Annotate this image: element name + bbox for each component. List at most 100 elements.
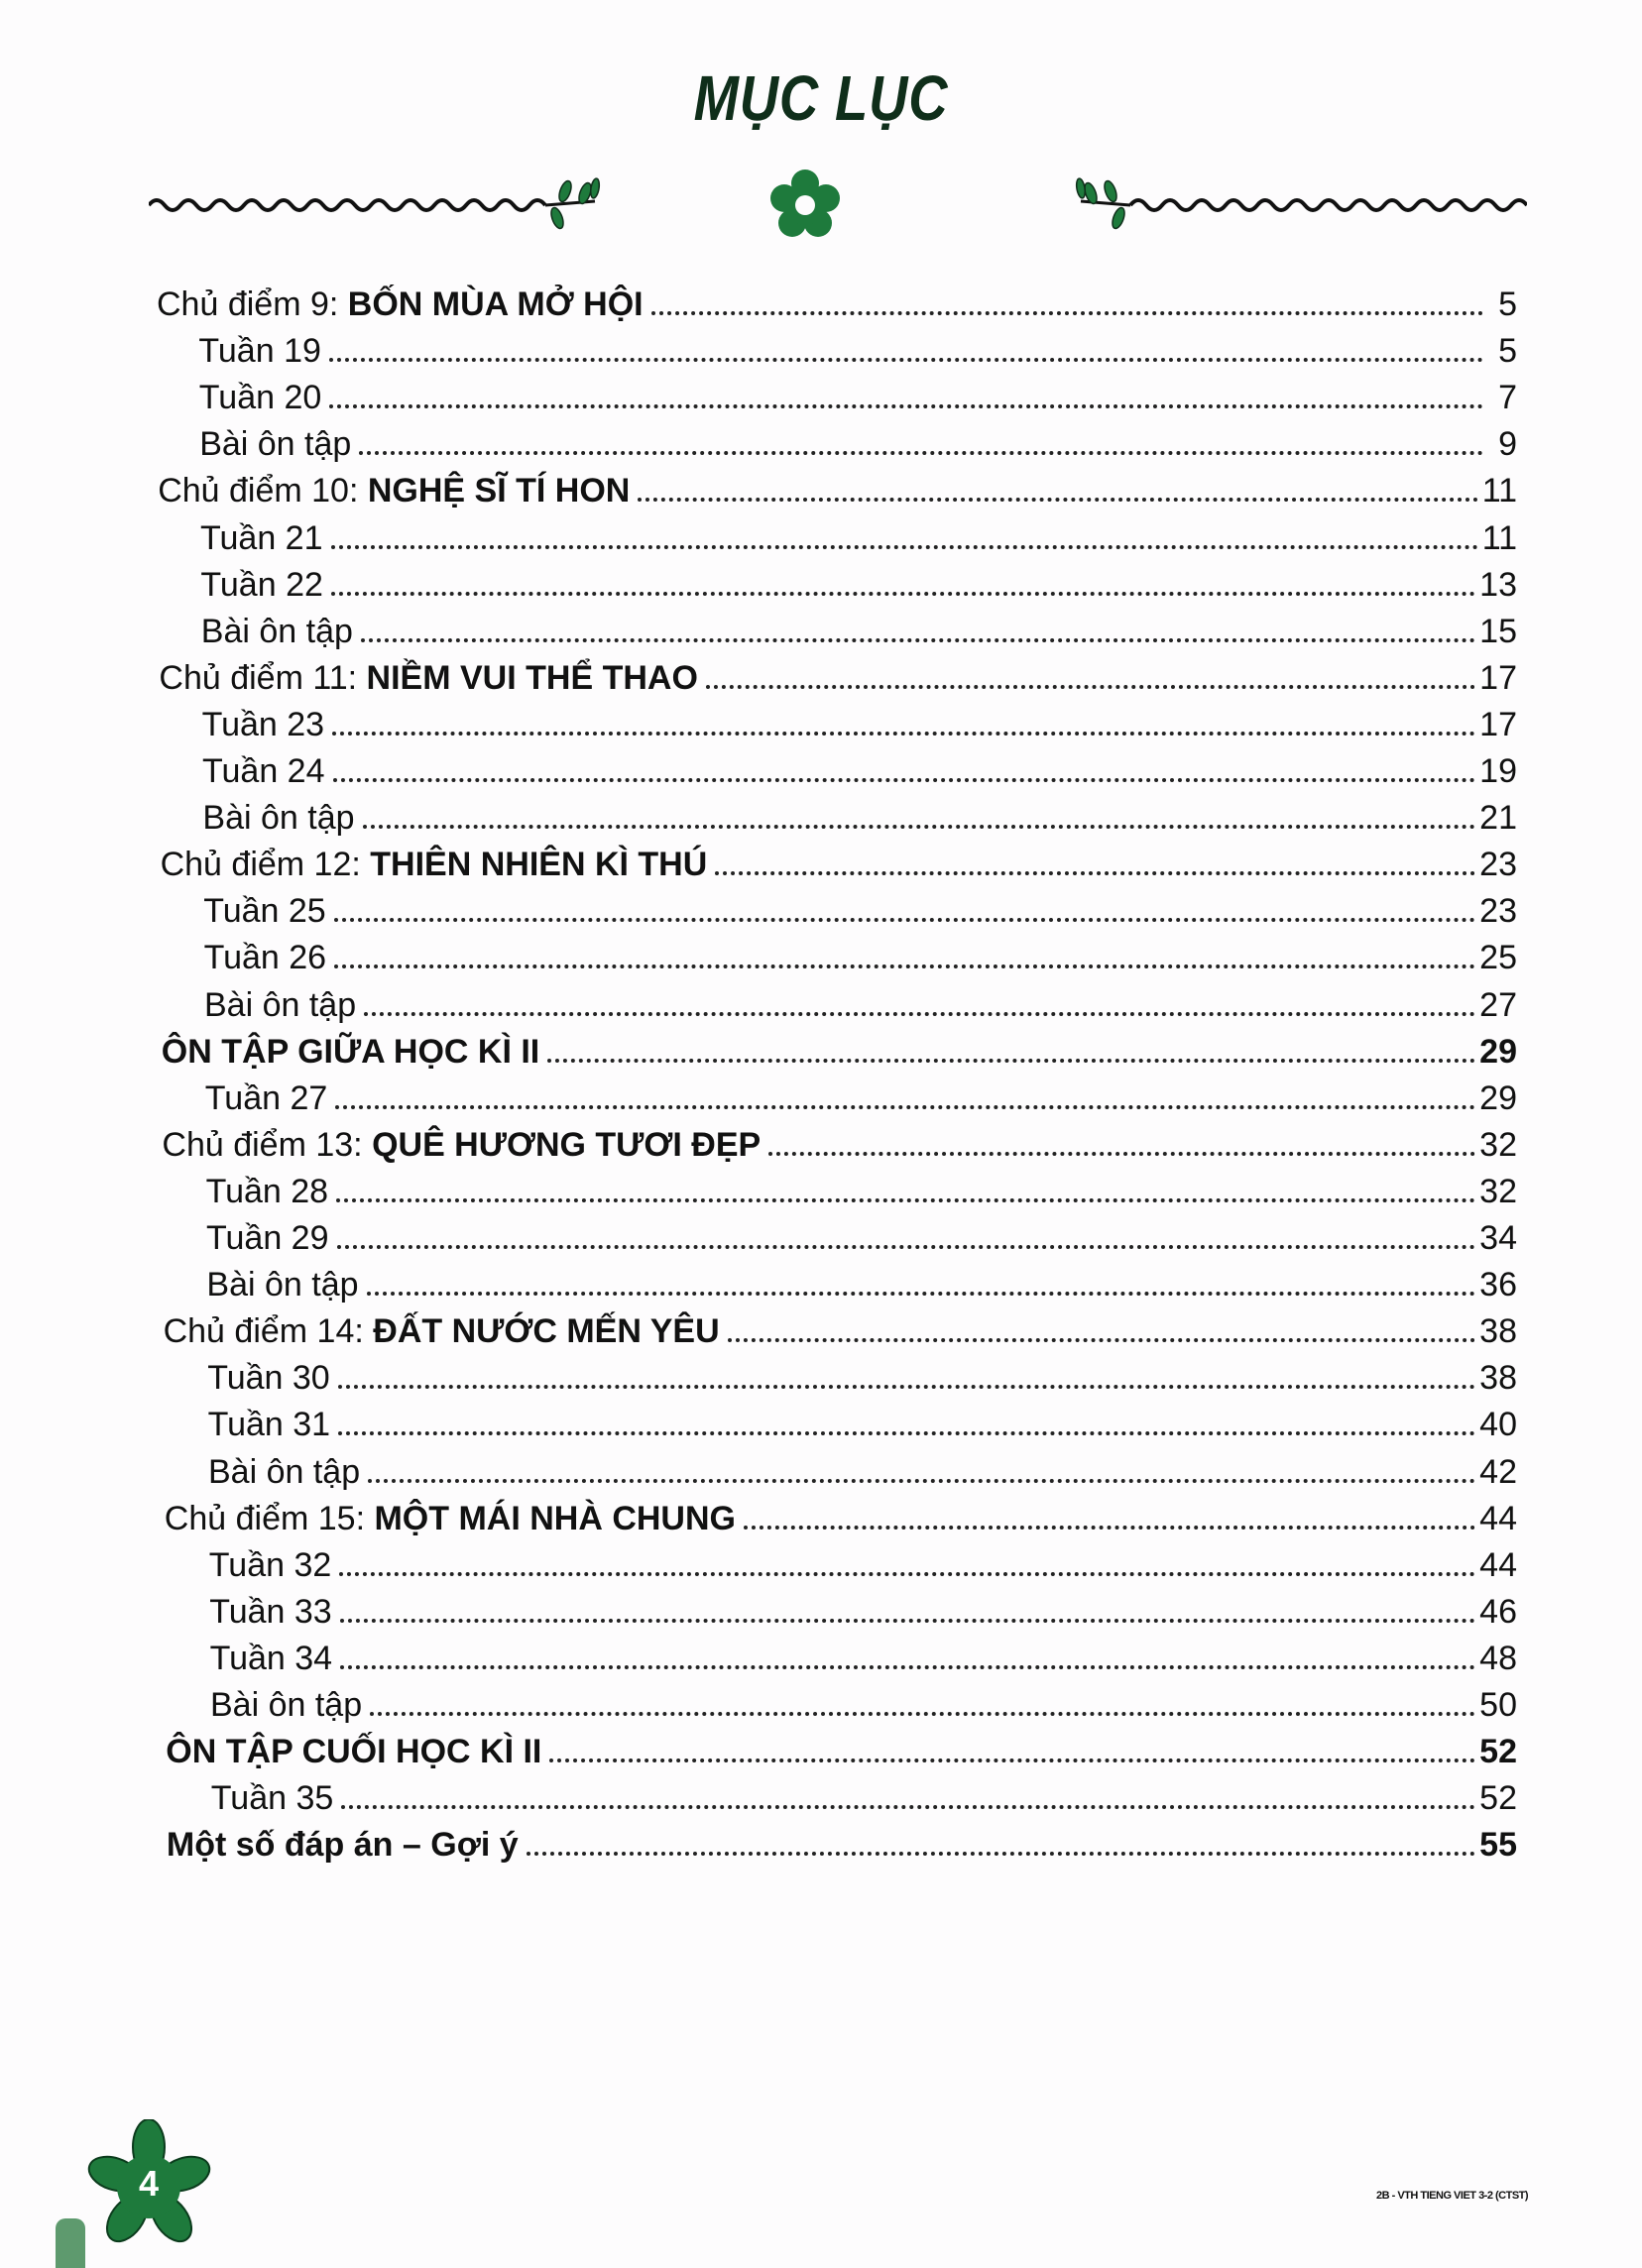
toc-entry[interactable]: Chủ điểm 14: ĐẤT NƯỚC MẾN YÊU 38 [164,1312,1517,1359]
toc-page-number: 40 [1479,1406,1517,1444]
toc-topic-name: BỐN MÙA MỞ HỘI [347,285,644,323]
toc-entry-prefix: Tuần 27 [204,1078,328,1117]
toc-entry[interactable]: Tuần 33 46 [209,1593,1517,1640]
toc-entry[interactable]: Chủ điểm 11: NIỀM VUI THỂ THAO 17 [159,659,1517,706]
toc-page-number: 52 [1479,1779,1517,1818]
toc-entry[interactable]: Tuần 24 19 [202,752,1517,799]
toc-page-number: 17 [1479,658,1517,697]
toc-entry[interactable]: Chủ điểm 10: NGHỆ SĨ TÍ HON 11 [158,472,1517,518]
toc-entry[interactable]: Bài ôn tập 27 [204,986,1517,1033]
toc-page-number: 7 [1498,379,1517,417]
dot-leader [768,1151,1476,1156]
toc-page-number: 38 [1479,1312,1517,1351]
toc-entry[interactable]: Tuần 26 25 [204,939,1517,985]
toc-entry[interactable]: Tuần 22 13 [200,566,1517,613]
toc-entry-prefix: Chủ điểm 9: [157,285,348,323]
toc-page-number: 32 [1479,1125,1517,1164]
toc-entry-label: Tuần 34 [210,1640,341,1678]
toc-entry[interactable]: Chủ điểm 9: BỐN MÙA MỞ HỘI 5 [157,285,1517,332]
dot-leader [526,1852,1476,1857]
toc-page-number: 21 [1479,799,1517,838]
toc-entry-prefix: Chủ điểm 15: [164,1499,375,1537]
toc-entry-label: Bài ôn tập [202,799,362,838]
toc-entry-prefix: Bài ôn tập [206,1266,359,1304]
flower-icon [770,170,840,237]
toc-entry-prefix: Bài ôn tập [210,1686,363,1724]
dot-leader [337,1385,1476,1390]
toc-entry[interactable]: Tuần 30 38 [207,1359,1517,1406]
dot-leader [336,1245,1476,1249]
toc-entry[interactable]: Chủ điểm 12: THIÊN NHIÊN KÌ THÚ 23 [161,846,1517,892]
toc-entry-prefix: ÔN TẬP CUỐI HỌC KÌ II [166,1733,542,1771]
toc-entry-prefix: Tuần 21 [200,518,323,557]
toc-entry[interactable]: Bài ôn tập 21 [202,799,1517,846]
toc-entry[interactable]: Tuần 23 17 [202,706,1517,752]
toc-entry[interactable]: Chủ điểm 15: MỘT MÁI NHÀ CHUNG 44 [165,1500,1517,1546]
toc-page-number: 44 [1479,1499,1517,1537]
toc-page-number: 25 [1479,939,1517,977]
toc-entry-prefix: ÔN TẬP GIỮA HỌC KÌ II [161,1032,540,1071]
toc-entry-prefix: Tuần 32 [208,1545,332,1584]
toc-entry[interactable]: Chủ điểm 13: QUÊ HƯƠNG TƯƠI ĐẸP 32 [162,1126,1517,1173]
toc-entry-label: ÔN TẬP GIỮA HỌC KÌ II [162,1033,547,1072]
toc-entry-label: Chủ điểm 12: THIÊN NHIÊN KÌ THÚ [161,846,716,884]
toc-entry[interactable]: Bài ôn tập 36 [206,1266,1517,1312]
toc-entry-prefix: Tuần 30 [207,1359,330,1398]
toc-entry-prefix: Bài ôn tập [200,612,353,650]
dot-leader [364,1011,1476,1016]
dot-leader [715,871,1476,876]
toc-page-number: 32 [1479,1172,1517,1210]
toc-entry[interactable]: Bài ôn tập 9 [199,425,1517,472]
toc-entry[interactable]: Bài ôn tập 42 [208,1453,1517,1500]
toc-entry[interactable]: Tuần 32 44 [209,1546,1517,1593]
dot-leader [360,637,1476,642]
toc-entry[interactable]: Tuần 19 5 [198,332,1517,379]
leaf-icon [1075,177,1131,230]
footer-text: 2B - VTH TIENG VIET 3-2 (CTST) [1376,2190,1529,2202]
toc-entry-prefix: Bài ôn tập [204,985,357,1024]
page-number: 4 [138,2163,160,2204]
toc-page-number: 23 [1479,892,1517,931]
toc-entry[interactable]: Tuần 28 32 [206,1173,1517,1219]
toc-entry-prefix: Chủ điểm 11: [159,658,367,697]
toc-page-number: 11 [1481,472,1517,510]
dot-leader [650,311,1483,315]
toc-page-number: 23 [1479,846,1517,884]
dot-leader [336,1197,1476,1202]
toc-entry[interactable]: Một số đáp án – Gợi ý 55 [167,1826,1517,1872]
toc-page-number: 55 [1479,1826,1517,1865]
dot-leader [335,1104,1476,1109]
toc-entry[interactable]: Tuần 35 52 [211,1779,1517,1826]
toc-entry-label: Tuần 29 [206,1219,337,1258]
dot-leader [705,684,1476,689]
dot-leader [359,451,1483,456]
dot-leader [727,1338,1476,1343]
toc-entry[interactable]: Tuần 20 7 [199,379,1517,425]
toc-entry-label: Tuần 19 [198,332,329,371]
toc-entry-label: Tuần 26 [204,939,335,977]
toc-topic-name: NIỀM VUI THỂ THAO [366,658,698,697]
toc-entry[interactable]: Tuần 29 34 [206,1219,1517,1266]
toc-entry[interactable]: Bài ôn tập 50 [210,1686,1517,1733]
toc-page-number: 17 [1479,705,1517,743]
toc-entry[interactable]: Tuần 21 11 [200,519,1517,566]
toc-entry[interactable]: Tuần 34 48 [210,1640,1517,1686]
toc-entry[interactable]: ÔN TẬP CUỐI HỌC KÌ II 52 [166,1733,1517,1779]
dot-leader [366,1292,1476,1297]
toc-entry[interactable]: ÔN TẬP GIỮA HỌC KÌ II 29 [162,1033,1517,1079]
dot-leader [334,964,1476,969]
toc-entry-label: Chủ điểm 15: MỘT MÁI NHÀ CHUNG [165,1500,744,1538]
toc-page-number: 29 [1479,1032,1517,1071]
toc-entry[interactable]: Tuần 31 40 [208,1406,1517,1452]
dot-leader [368,1478,1476,1483]
toc-entry-prefix: Chủ điểm 14: [163,1312,374,1351]
toc-entry[interactable]: Tuần 25 23 [203,892,1517,939]
toc-entry[interactable]: Bài ôn tập 15 [201,613,1517,659]
dot-leader [744,1525,1476,1530]
small-flower-icon [56,2218,85,2268]
wavy-line-left [149,198,547,212]
toc-page-number: 34 [1479,1219,1517,1257]
toc-entry-prefix: Bài ôn tập [202,799,355,838]
toc-entry[interactable]: Tuần 27 29 [205,1079,1517,1126]
toc-page-number: 52 [1479,1733,1517,1771]
